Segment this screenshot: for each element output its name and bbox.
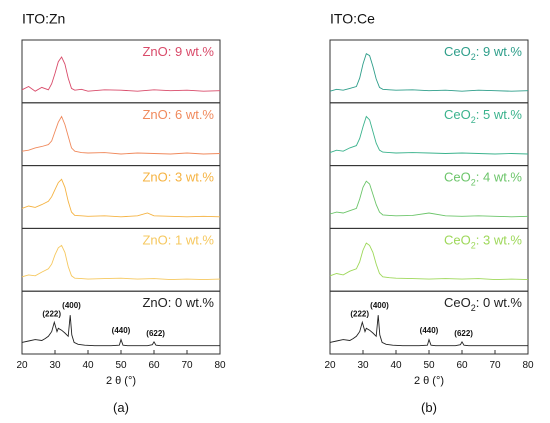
series-line: [21, 178, 221, 218]
series-label: ZnO: 9 wt.%: [142, 44, 214, 59]
series-line: [21, 56, 221, 92]
x-tick-label: 20: [324, 360, 336, 371]
x-tick-label: 70: [181, 360, 193, 371]
panel-caption: (b): [421, 400, 437, 415]
x-tick-label: 30: [49, 360, 61, 371]
x-axis-label: 2 θ (°): [106, 375, 136, 387]
x-tick-label: 50: [423, 360, 435, 371]
x-tick-label: 80: [214, 360, 226, 371]
series-label: ZnO: 1 wt.%: [142, 232, 214, 247]
peak-annotation: (440): [112, 326, 131, 335]
peak-annotation: (400): [62, 301, 81, 310]
x-tick-label: 30: [357, 360, 369, 371]
x-tick-label: 40: [82, 360, 94, 371]
series-line: [329, 53, 529, 92]
panel-title: ITO:Ce: [330, 11, 375, 27]
series-label: ZnO: 6 wt.%: [142, 107, 214, 122]
x-tick-label: 70: [489, 360, 501, 371]
chart-panel-a: ITO:Zn ZnO: 9 wt.% ZnO: 6 wt.% ZnO: 3 wt.% Z…: [16, 11, 226, 415]
peak-annotation: (440): [420, 326, 439, 335]
x-tick-label: 20: [16, 360, 28, 371]
series-line: [329, 242, 529, 281]
x-tick-label: 80: [522, 360, 534, 371]
series-line: [21, 115, 221, 155]
peak-annotation: (400): [370, 301, 389, 310]
x-tick-label: 60: [148, 360, 160, 371]
x-tick-label: 40: [390, 360, 402, 371]
series-label: CeO2: 5 wt.%: [444, 107, 522, 125]
panel-title: ITO:Zn: [22, 11, 65, 27]
series-line: [21, 315, 220, 347]
panel-caption: (a): [113, 400, 129, 415]
series-label: ZnO: 3 wt.%: [142, 170, 214, 185]
x-tick-label: 50: [115, 360, 127, 371]
peak-annotation: (622): [454, 329, 473, 338]
series-label: CeO2: 0 wt.%: [444, 295, 522, 313]
series-label: CeO2: 9 wt.%: [444, 44, 522, 62]
x-axis-label: 2 θ (°): [414, 375, 444, 387]
peak-annotation: (222): [42, 310, 61, 319]
peak-annotation: (222): [350, 310, 369, 319]
series-line: [329, 180, 529, 218]
chart-panel-b: ITO:Ce CeO2: 9 wt.% CeO2: 5 wt.% CeO2: 4 wt…: [324, 11, 534, 415]
series-line: [329, 315, 528, 347]
x-tick-label: 60: [456, 360, 468, 371]
series-line: [329, 115, 529, 155]
peak-annotation: (622): [146, 329, 165, 338]
series-label: CeO2: 3 wt.%: [444, 232, 522, 250]
series-label: ZnO: 0 wt.%: [142, 295, 214, 310]
series-line: [21, 244, 221, 281]
series-label: CeO2: 4 wt.%: [444, 170, 522, 188]
